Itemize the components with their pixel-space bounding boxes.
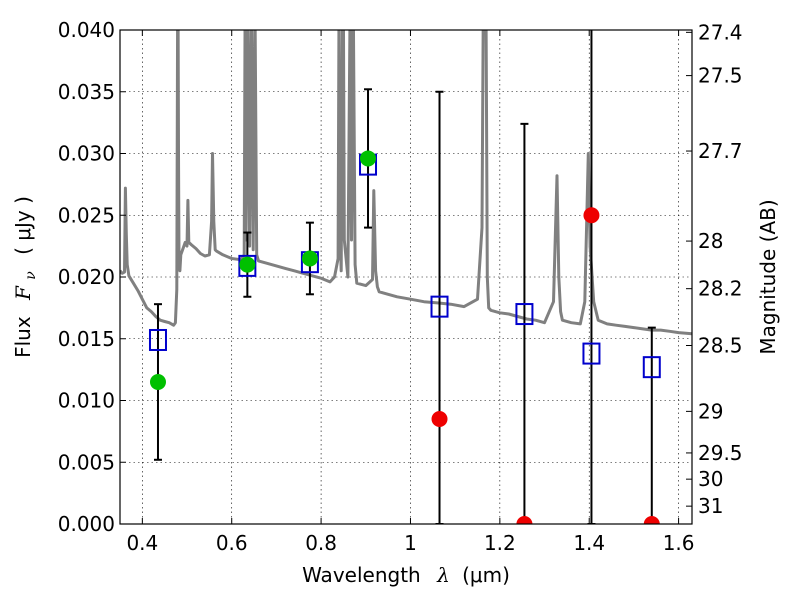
y-tick-label: 0.040 [58,18,115,42]
right-tick-label: 27.5 [698,64,743,88]
y-tick-label: 0.010 [58,389,115,413]
model-photometry-square [515,303,534,326]
detection-point [239,256,256,273]
y-tick-label: 0.005 [58,450,115,474]
y-axis-label-symbol: F [11,285,35,301]
right-tick-label: 30 [698,467,723,491]
y-axis-label-subscript: ν [23,271,39,280]
y-tick-label: 0.035 [58,80,115,104]
nondetection-point [643,516,660,524]
right-tick-label: 28.5 [698,333,743,357]
right-axis-label: Magnitude (AB) [756,199,780,354]
x-tick-label: 1 [404,531,417,555]
right-tick-label: 29.5 [698,441,743,465]
x-tick-label: 1.4 [573,531,605,555]
y-tick-label: 0.015 [58,327,115,351]
tick-layer: 0.4 0.6 0.8 1 1.2 1.4 1.6 0.000 0.005 0.010 0.015 0… [58,18,743,555]
nondetection-point [431,411,448,428]
right-tick-label: 29 [698,399,723,423]
right-tick-label: 28 [698,229,723,253]
data-point-layer [149,150,660,524]
x-tick-label: 0.8 [305,531,337,555]
x-tick-label: 1.6 [663,531,695,555]
plot-frame [119,29,693,525]
model-photometry-square [238,254,257,277]
y-axis-label-main: Flux [11,316,35,358]
spectrum-layer [120,30,692,336]
model-photometry-square [582,342,601,365]
right-tick-label: 28.2 [698,277,743,301]
x-axis-label-main: Wavelength [302,563,421,587]
model-photometry-layer [148,153,661,379]
y-axis-label-unit: ( μJy ) [11,196,35,255]
model-photometry-square [148,328,167,351]
right-tick-label: 27.7 [698,139,743,163]
x-axis-label-unit: (μm) [462,563,510,587]
y-tick-label: 0.025 [58,203,115,227]
x-axis-label: Wavelength λ (μm) [302,563,510,587]
x-axis-label-symbol: λ [436,563,450,587]
detection-point [360,150,377,167]
right-tick-label: 27.4 [698,20,743,44]
detection-point [149,373,166,390]
x-tick-label: 0.4 [126,531,158,555]
y-axis-label: Flux F ν ( μJy ) [11,196,40,358]
detection-point [301,250,318,267]
nondetection-point [583,207,600,224]
x-tick-label: 0.6 [216,531,248,555]
y-tick-label: 0.030 [58,142,115,166]
right-tick-label: 31 [698,494,723,518]
spectrum-line [120,30,692,336]
y-tick-label: 0.000 [58,512,115,536]
model-photometry-square [430,295,449,318]
model-photometry-square [642,356,661,379]
x-tick-label: 1.2 [484,531,516,555]
y-tick-label: 0.020 [58,265,115,289]
nondetection-point [516,516,533,524]
